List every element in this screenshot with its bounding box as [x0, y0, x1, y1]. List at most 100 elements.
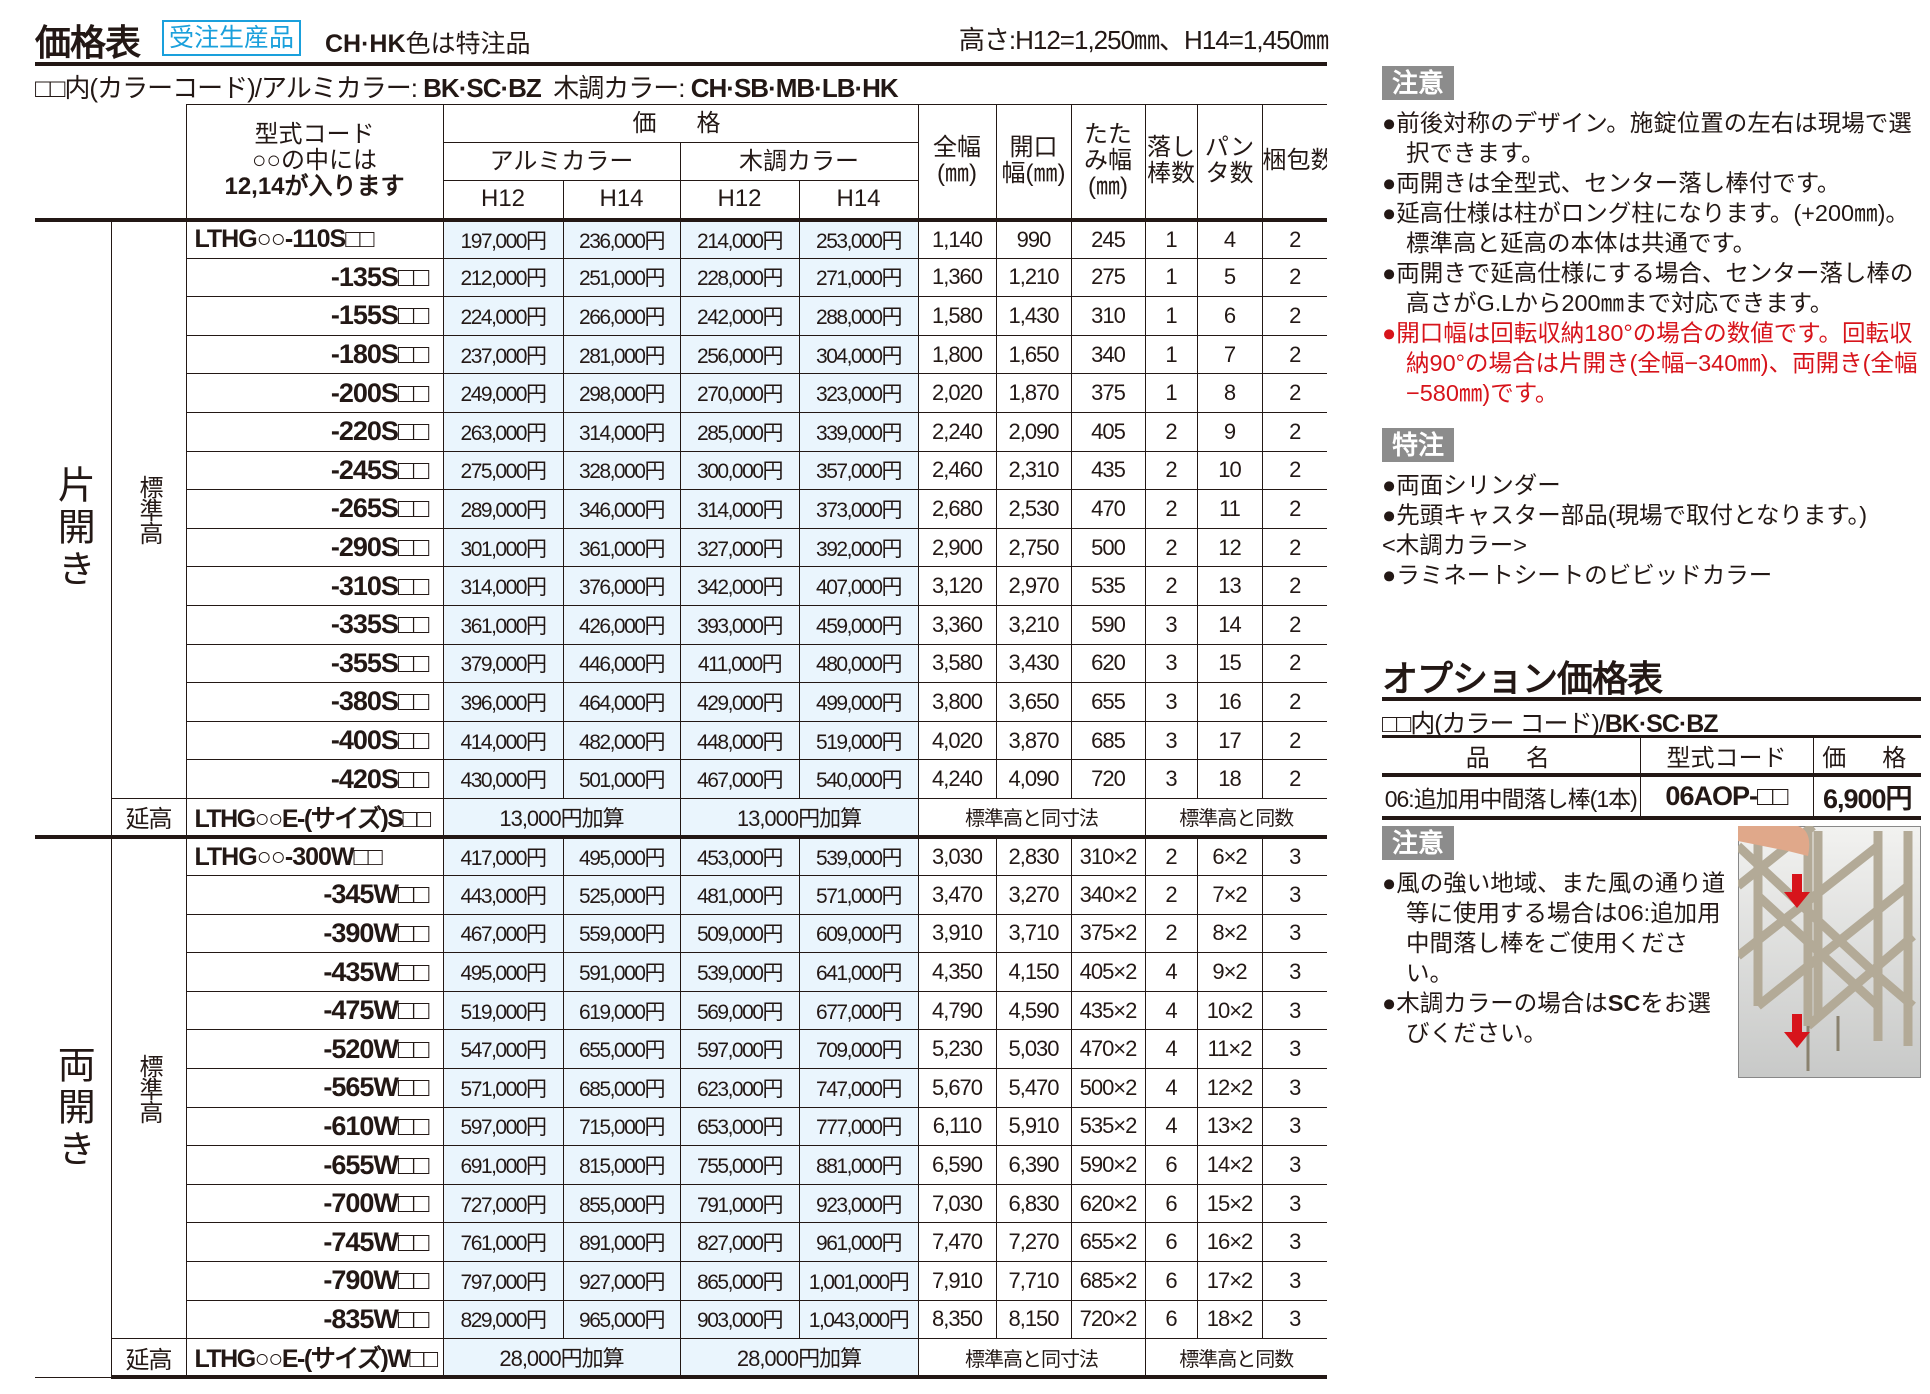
panta-count: 15×2 [1196, 1183, 1263, 1224]
full-width: 2,460 [917, 450, 997, 491]
package-count: 2 [1261, 720, 1327, 761]
package-count: 3 [1261, 875, 1327, 915]
alumi-h14-price: 591,000円 [562, 952, 681, 992]
opening-width: 2,970 [995, 566, 1072, 606]
table-row: -610W□□ 597,000円 715,000円 653,000円 777,000円 6… [35, 1106, 1327, 1147]
opening-width: 7,710 [995, 1261, 1072, 1301]
drop-rods: 2 [1144, 489, 1198, 529]
drop-rods: 2 [1144, 875, 1198, 915]
opening-width: 4,090 [995, 759, 1072, 799]
hand-image [1738, 826, 1810, 856]
model-code: -790W□□ [185, 1261, 444, 1301]
header-alumi: アルミカラー [442, 142, 681, 181]
panta-count: 11 [1196, 489, 1263, 529]
panta-count: 7 [1196, 334, 1263, 375]
opening-width: 1,870 [995, 373, 1072, 413]
package-count: 2 [1261, 450, 1327, 491]
alumi-h14-price: 251,000円 [562, 257, 681, 298]
drop-rods: 3 [1144, 682, 1198, 722]
model-code: -610W□□ [185, 1106, 444, 1147]
drop-rods: 2 [1144, 527, 1198, 568]
extension-dimensions: 標準高と同寸法 [917, 1338, 1146, 1380]
option-header-price: 価 格 [1812, 738, 1921, 777]
alumi-h12-price: 797,000円 [442, 1261, 564, 1301]
folded-width: 655×2 [1070, 1222, 1146, 1263]
drop-rods: 6 [1144, 1222, 1198, 1263]
alumi-h12-price: 361,000円 [442, 604, 564, 645]
wood-h12-price: 653,000円 [679, 1106, 800, 1147]
full-width: 4,790 [917, 990, 997, 1031]
opening-width: 3,430 [995, 643, 1072, 684]
extension-model-code: LTHG○○E-(サイズ)W□□ [185, 1338, 444, 1380]
model-code: -565W□□ [185, 1068, 444, 1108]
caution-label: 注意 [1382, 66, 1455, 100]
folded-width: 245 [1070, 217, 1146, 259]
full-width: 6,590 [917, 1145, 997, 1185]
wood-h12-price: 448,000円 [679, 720, 800, 761]
folded-width: 620 [1070, 643, 1146, 684]
header-price: 価 格 [442, 104, 919, 143]
panta-count: 17×2 [1196, 1261, 1263, 1301]
folded-width: 310×2 [1070, 835, 1146, 877]
extension-counts: 標準高と同数 [1144, 797, 1327, 838]
panta-count: 15 [1196, 643, 1263, 684]
model-code: -655W□□ [185, 1145, 444, 1185]
wood-h14-price: 288,000円 [798, 296, 919, 336]
full-width: 3,030 [917, 835, 997, 877]
model-code: -135S□□ [185, 257, 444, 298]
model-code: -380S□□ [185, 682, 444, 722]
header-panta: パンタ数 [1196, 104, 1263, 220]
table-row: -790W□□ 797,000円 927,000円 865,000円 1,001,000… [35, 1261, 1327, 1301]
alumi-h14-price: 446,000円 [562, 643, 681, 684]
full-width: 1,140 [917, 217, 997, 259]
folded-width: 470×2 [1070, 1029, 1146, 1070]
alumi-h12-price: 197,000円 [442, 217, 564, 259]
panta-count: 6 [1196, 296, 1263, 336]
wood-label: 木調カラー: [553, 73, 685, 103]
opening-width: 3,650 [995, 682, 1072, 722]
alumi-h12-price: 443,000円 [442, 875, 564, 915]
panta-count: 10×2 [1196, 990, 1263, 1031]
alumi-h14-price: 346,000円 [562, 489, 681, 529]
wood-h12-price: 270,000円 [679, 373, 800, 413]
folded-width: 720×2 [1070, 1299, 1146, 1340]
wood-h12-price: 228,000円 [679, 257, 800, 298]
header-wood: 木調カラー [679, 142, 919, 181]
package-count: 2 [1261, 411, 1327, 452]
table-row: 両開き 標準高 LTHG○○-300W□□ 417,000円 495,000円 453,0… [35, 834, 1327, 1378]
model-code: -290S□□ [185, 527, 444, 568]
header-full-width: 全幅(㎜) [917, 104, 997, 220]
drop-rods: 1 [1144, 217, 1198, 259]
single-standard-label: 標準高 [110, 217, 187, 799]
wood-h12-price: 623,000円 [679, 1068, 800, 1108]
wood-h14-price: 539,000円 [798, 835, 919, 877]
opening-width: 8,150 [995, 1299, 1072, 1340]
wood-h14-price: 407,000円 [798, 566, 919, 606]
alumi-h14-price: 559,000円 [562, 913, 681, 954]
alumi-h12-price: 691,000円 [442, 1145, 564, 1185]
model-code: -520W□□ [185, 1029, 444, 1070]
opening-width: 4,150 [995, 952, 1072, 992]
table-row: -475W□□ 519,000円 619,000円 569,000円 677,000円 4… [35, 990, 1327, 1031]
wood-h12-price: 597,000円 [679, 1029, 800, 1070]
table-row: -745W□□ 761,000円 891,000円 827,000円 961,000円 7… [35, 1222, 1327, 1263]
full-width: 5,230 [917, 1029, 997, 1070]
package-count: 2 [1261, 489, 1327, 529]
model-code: -390W□□ [185, 913, 444, 954]
option-caution-notes: ●風の強い地域、また風の通り道等に使用する場合は06:追加用中間落し棒をご使用く… [1382, 868, 1732, 1048]
full-width: 3,360 [917, 604, 997, 645]
opening-width: 2,530 [995, 489, 1072, 529]
alumi-h14-price: 525,000円 [562, 875, 681, 915]
wood-colors: CH·SB·MB·LB·HK [690, 73, 899, 103]
full-width: 1,800 [917, 334, 997, 375]
alumi-h14-price: 855,000円 [562, 1183, 681, 1224]
special-color-codes: CH·HK [325, 30, 406, 58]
folded-width: 720 [1070, 759, 1146, 799]
alumi-h12-price: 289,000円 [442, 489, 564, 529]
drop-rods: 4 [1144, 1029, 1198, 1070]
opening-width: 2,310 [995, 450, 1072, 491]
drop-rods: 2 [1144, 566, 1198, 606]
table-row: -290S□□ 301,000円 361,000円 327,000円 392,000円 2… [35, 527, 1327, 568]
wood-h12-price: 393,000円 [679, 604, 800, 645]
extension-alumi-price: 28,000円加算 [442, 1338, 681, 1380]
